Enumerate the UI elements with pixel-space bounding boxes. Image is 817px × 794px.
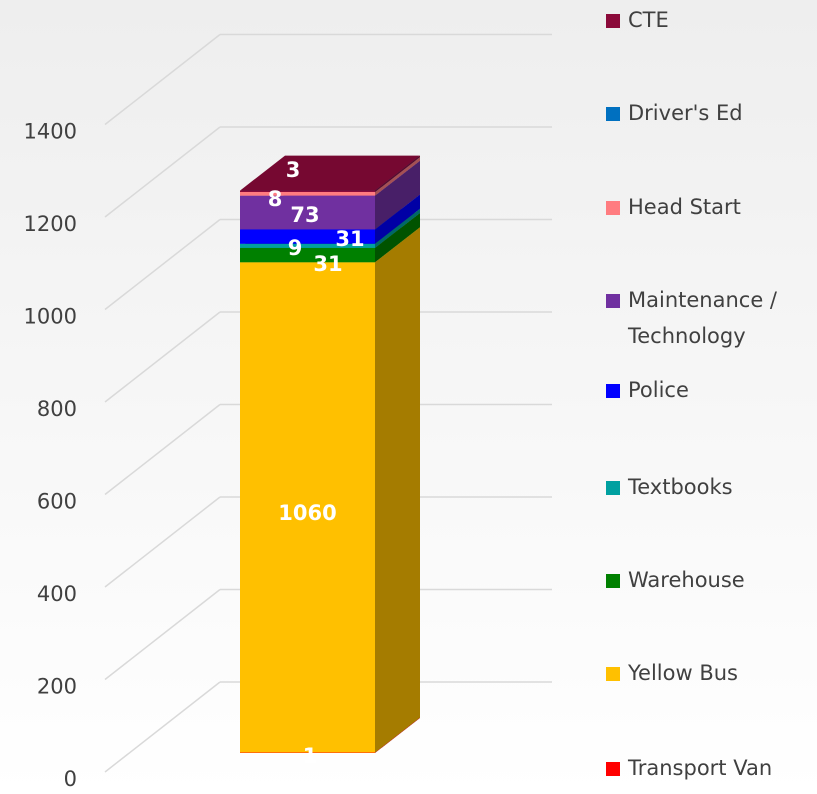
bar-front	[240, 229, 375, 244]
legend-swatch	[606, 384, 620, 398]
grid-line	[104, 681, 221, 773]
legend-label: Yellow Bus	[628, 661, 738, 685]
y-tick-label: 200	[37, 675, 77, 699]
legend-label: Textbooks	[628, 475, 733, 499]
y-tick-label: 1400	[24, 120, 77, 144]
y-tick-label: 400	[37, 582, 77, 606]
legend-swatch	[606, 574, 620, 588]
bar-side	[375, 227, 420, 753]
y-tick-label: 1200	[24, 212, 77, 236]
bar-front	[240, 262, 375, 753]
bar-front	[240, 190, 375, 192]
legend-swatch	[606, 294, 620, 308]
grid-line	[104, 403, 221, 496]
bar-side	[375, 194, 420, 244]
data-label: 1	[303, 744, 318, 768]
y-tick-label: 800	[37, 397, 77, 421]
grid-line	[104, 496, 221, 588]
grid-line	[104, 33, 221, 126]
legend-label: Maintenance / Technology	[628, 288, 777, 348]
legend-label: Warehouse	[628, 568, 745, 592]
legend-item: Driver's Ed	[606, 95, 817, 131]
bar-segment	[240, 155, 420, 192]
data-label: 73	[290, 203, 319, 227]
bar-side	[375, 208, 420, 248]
bar-side	[375, 156, 420, 196]
data-label: 8	[268, 187, 283, 211]
legend-label: Police	[628, 378, 689, 402]
legend-label: Head Start	[628, 195, 741, 219]
grid-line	[104, 588, 221, 681]
legend-item: Police	[606, 372, 817, 408]
bar-side	[375, 717, 420, 753]
bar-segment	[240, 227, 420, 753]
legend-swatch	[606, 14, 620, 28]
y-tick-label: 0	[64, 767, 77, 791]
data-label: 31	[313, 252, 342, 276]
legend-item: Head Start	[606, 189, 817, 225]
legend-label: CTE	[628, 8, 669, 32]
legend-item: CTE	[606, 2, 817, 38]
legend-item: Transport Van	[606, 750, 817, 786]
legend-swatch	[606, 481, 620, 495]
grid-line	[104, 126, 221, 218]
bar-side	[375, 155, 420, 192]
legend-label: Driver's Ed	[628, 101, 743, 125]
legend-item: Maintenance / Technology	[606, 282, 817, 354]
legend-item: Textbooks	[606, 469, 817, 505]
data-label: 3	[286, 158, 301, 182]
bar-top	[240, 155, 420, 191]
legend-swatch	[606, 107, 620, 121]
bar-front	[240, 191, 375, 196]
y-tick-label: 600	[37, 490, 77, 514]
legend-swatch	[606, 201, 620, 215]
bar-side	[375, 212, 420, 263]
legend-label: Transport Van	[628, 756, 773, 780]
bar-front	[240, 243, 375, 248]
y-tick-label: 1000	[24, 305, 77, 329]
grid-line	[104, 311, 221, 403]
grid-line	[104, 218, 221, 311]
legend-swatch	[606, 667, 620, 681]
legend-item: Yellow Bus	[606, 655, 817, 691]
bar-side	[375, 160, 420, 230]
data-label: 9	[288, 236, 303, 260]
data-label: 31	[335, 227, 364, 251]
bar-front	[240, 247, 375, 263]
data-label: 1060	[278, 501, 336, 525]
legend-swatch	[606, 762, 620, 776]
legend-item: Warehouse	[606, 562, 817, 598]
bar-front	[240, 195, 375, 230]
